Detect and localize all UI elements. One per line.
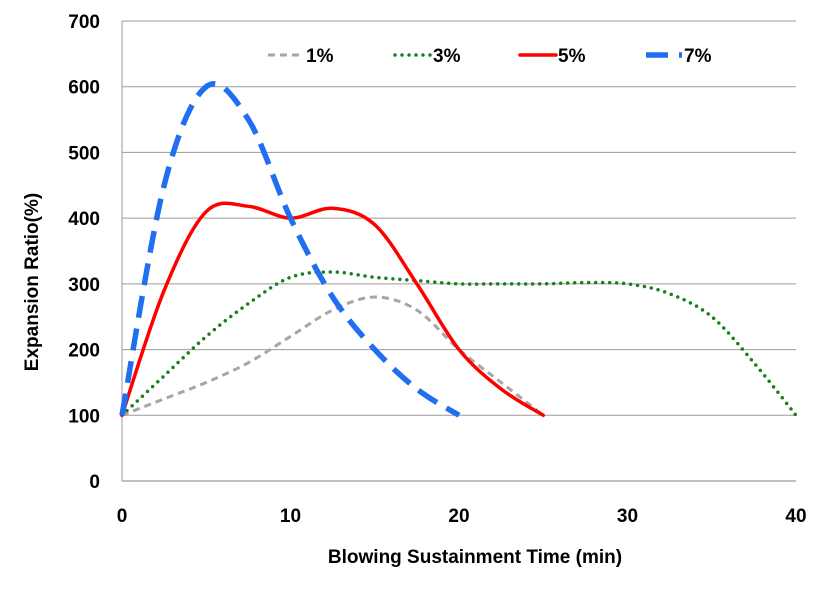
legend: 1% 3% 5% 7%	[268, 46, 712, 67]
gridlines	[122, 20, 796, 416]
x-tick-label: 10	[280, 506, 301, 527]
y-tick-label: 700	[68, 12, 100, 33]
y-tick-label: 0	[89, 472, 100, 493]
series-lines	[119, 81, 798, 418]
y-tick-label: 600	[68, 78, 100, 99]
x-tick-label: 40	[785, 506, 806, 527]
legend-label-1pct: 1%	[306, 46, 334, 67]
legend-label-3pct: 3%	[433, 46, 461, 67]
x-tick-label: 20	[448, 506, 469, 527]
y-tick-label: 400	[68, 209, 100, 230]
y-tick-labels: 0 100 200 300 400 500 600 700	[68, 12, 100, 493]
x-tick-label: 0	[117, 506, 128, 527]
y-tick-label: 500	[68, 143, 100, 164]
series-line-5pct	[120, 201, 545, 418]
y-tick-label: 100	[68, 406, 100, 427]
legend-label-7pct: 7%	[684, 46, 712, 67]
legend-label-5pct: 5%	[558, 46, 586, 67]
axes	[121, 21, 796, 482]
y-axis-label: Expansion Ratio(%)	[22, 193, 43, 371]
x-axis-label: Blowing Sustainment Time (min)	[328, 547, 622, 568]
x-tick-label: 30	[617, 506, 638, 527]
x-tick-labels: 0 10 20 30 40	[117, 506, 807, 527]
series-line-1pct	[121, 295, 545, 417]
y-tick-label: 200	[68, 341, 100, 362]
series-line-7pct	[119, 81, 461, 418]
y-tick-label: 300	[68, 275, 100, 296]
series-line-3pct	[120, 270, 798, 418]
